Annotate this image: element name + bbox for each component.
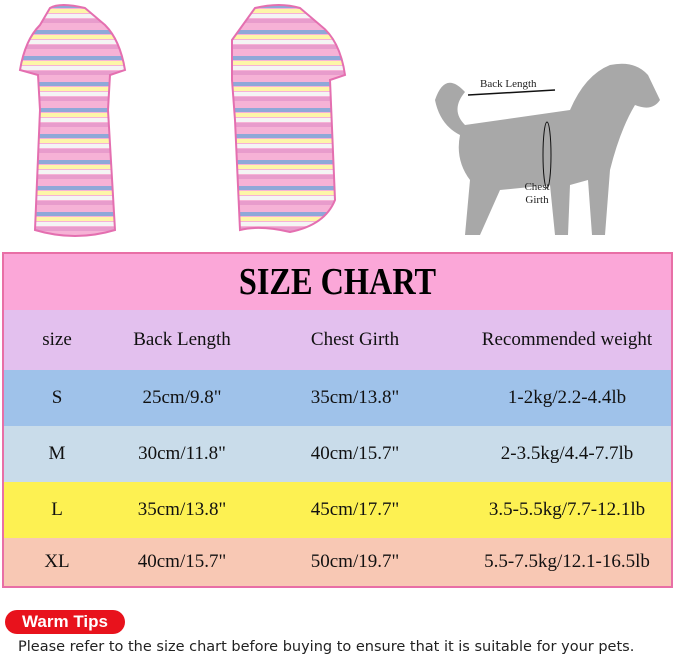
warm-tips-text: Please refer to the size chart before bu… bbox=[18, 639, 635, 655]
cell-size: L bbox=[51, 499, 63, 520]
chest-girth-line bbox=[542, 121, 552, 189]
cell-weight: 5.5-7.5kg/12.1-16.5lb bbox=[484, 551, 650, 572]
cell-size: XL bbox=[44, 551, 70, 572]
cell-weight: 3.5-5.5kg/7.7-12.1lb bbox=[488, 499, 646, 520]
header-chest-girth: Chest Girth bbox=[310, 329, 400, 350]
cell-back: 40cm/15.7" bbox=[137, 551, 227, 572]
size-row-s: S 25cm/9.8" 35cm/13.8" 1-2kg/2.2-4.4lb bbox=[4, 370, 671, 426]
header-row: size Back Length Chest Girth Recommended… bbox=[4, 310, 671, 370]
cell-chest: 50cm/19.7" bbox=[310, 551, 400, 572]
back-length-line bbox=[467, 89, 556, 96]
cell-chest: 40cm/15.7" bbox=[310, 443, 400, 464]
back-length-label: Back Length bbox=[480, 78, 537, 90]
header-weight: Recommended weight bbox=[481, 329, 653, 350]
cell-chest: 35cm/13.8" bbox=[310, 387, 400, 408]
chest-girth-label: Chest Girth bbox=[524, 181, 550, 206]
header-size: size bbox=[42, 329, 72, 350]
cell-back: 30cm/11.8" bbox=[138, 443, 226, 464]
back-shirt-image bbox=[231, 4, 347, 234]
cell-back: 35cm/13.8" bbox=[137, 499, 227, 520]
cell-weight: 2-3.5kg/4.4-7.7lb bbox=[500, 443, 634, 464]
size-row-xl: XL 40cm/15.7" 50cm/19.7" 5.5-7.5kg/12.1-16.… bbox=[4, 538, 671, 586]
header-back-length: Back Length bbox=[133, 329, 231, 350]
size-chart-table: SIZE CHART size Back Length Chest Girth … bbox=[2, 252, 673, 588]
cell-size: M bbox=[48, 443, 66, 464]
warm-tips-badge: Warm Tips bbox=[5, 610, 125, 634]
title-row: SIZE CHART bbox=[4, 254, 671, 310]
cell-weight: 1-2kg/2.2-4.4lb bbox=[507, 387, 627, 408]
size-row-m: M 30cm/11.8" 40cm/15.7" 2-3.5kg/4.4-7.7lb bbox=[4, 426, 671, 482]
chart-title: SIZE CHART bbox=[238, 261, 437, 303]
front-shirt-image bbox=[18, 4, 127, 237]
cell-back: 25cm/9.8" bbox=[142, 387, 222, 408]
shirt-images bbox=[18, 4, 347, 237]
dog-measurement-diagram bbox=[435, 63, 660, 235]
size-row-l: L 35cm/13.8" 45cm/17.7" 3.5-5.5kg/7.7-12.1l… bbox=[4, 482, 671, 538]
cell-size: S bbox=[51, 387, 63, 408]
cell-chest: 45cm/17.7" bbox=[310, 499, 400, 520]
